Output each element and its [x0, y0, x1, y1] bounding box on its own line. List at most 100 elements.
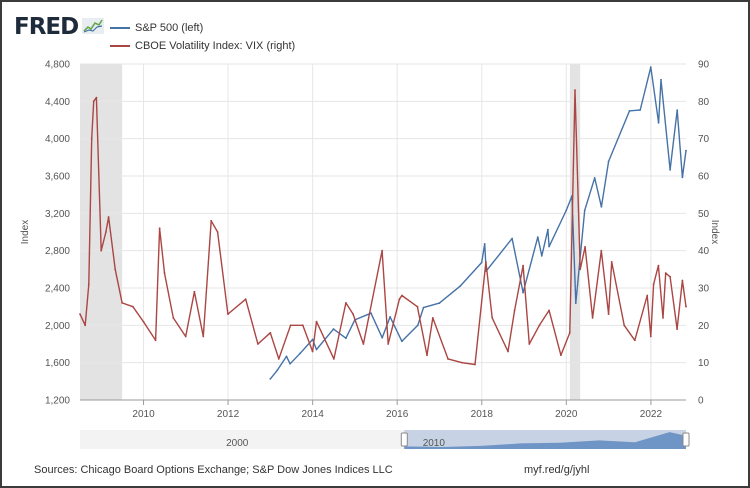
data-point-sp500-1 [276, 369, 279, 372]
data-point-sp500-27 [565, 209, 568, 212]
data-point-sp500-41 [681, 176, 684, 179]
data-point-vix-48 [513, 309, 516, 312]
data-point-vix-38 [401, 294, 403, 297]
fred-chart-logo-icon [82, 18, 104, 34]
data-point-vix-51 [538, 324, 541, 327]
data-point-vix-50 [528, 343, 531, 345]
x-tick-label: 2010 [132, 409, 155, 420]
right-tick-label: 30 [698, 284, 710, 295]
data-point-sp500-12 [389, 316, 392, 318]
data-point-sp500-14 [416, 324, 419, 327]
data-point-sp500-26 [548, 245, 550, 248]
data-point-vix-23 [244, 298, 247, 301]
data-point-sp500-2 [285, 355, 288, 358]
data-point-sp500-23 [536, 236, 539, 239]
data-point-sp500-29 [574, 302, 577, 305]
data-point-vix-59 [600, 249, 603, 252]
data-point-vix-36 [387, 343, 390, 345]
data-point-vix-1 [84, 324, 87, 327]
data-point-vix-35 [381, 249, 384, 252]
data-point-sp500-22 [522, 291, 525, 294]
navigator-handle-left[interactable] [400, 432, 408, 447]
data-point-vix-29 [311, 350, 314, 353]
right-tick-label: 70 [698, 134, 710, 145]
data-point-vix-9 [114, 268, 117, 271]
data-point-vix-43 [461, 361, 464, 364]
data-point-sp500-33 [607, 160, 610, 163]
data-point-vix-4 [92, 100, 95, 103]
right-tick-label: 40 [698, 246, 710, 257]
data-point-sp500-21 [511, 237, 514, 240]
data-point-vix-20 [210, 219, 213, 222]
x-tick-label: 2014 [302, 409, 325, 420]
left-tick-label: 2,000 [45, 321, 70, 332]
legend-swatch-sp500 [110, 27, 130, 29]
legend-label-vix: CBOE Volatility Index: VIX (right) [135, 40, 296, 52]
navigator-tick-label: 2000 [226, 438, 249, 449]
data-point-vix-18 [193, 290, 196, 293]
data-point-vix-42 [447, 358, 449, 360]
data-point-vix-58 [591, 316, 594, 319]
data-point-vix-66 [652, 283, 655, 286]
data-point-vix-64 [646, 294, 649, 297]
data-point-vix-14 [158, 227, 161, 230]
data-point-sp500-7 [332, 328, 335, 330]
legend-label-sp500: S&P 500 (left) [135, 22, 204, 34]
right-axis-title: Index [709, 220, 720, 244]
navigator-series-area [404, 432, 686, 449]
left-tick-label: 2,800 [45, 246, 70, 257]
data-point-vix-60 [607, 313, 610, 316]
data-point-vix-54 [568, 331, 571, 334]
data-point-vix-72 [681, 279, 684, 282]
data-point-vix-34 [362, 343, 365, 345]
data-point-sp500-32 [600, 205, 603, 208]
data-point-sp500-31 [593, 176, 596, 179]
data-point-vix-21 [216, 231, 219, 233]
left-tick-label: 2,400 [45, 284, 70, 295]
series-group [79, 66, 687, 380]
data-point-vix-8 [107, 216, 110, 218]
data-point-vix-39 [416, 305, 419, 308]
data-point-vix-53 [559, 354, 562, 357]
x-tick-label: 2022 [640, 409, 663, 420]
data-point-vix-6 [100, 249, 103, 252]
data-point-vix-26 [277, 358, 280, 360]
x-tick-label: 2016 [386, 409, 409, 420]
data-point-sp500-6 [315, 348, 318, 351]
data-point-sp500-8 [344, 337, 347, 340]
data-point-vix-71 [676, 328, 678, 330]
right-tick-label: 50 [698, 209, 710, 220]
left-axis-title: Index [20, 220, 31, 244]
left-tick-label: 1,600 [45, 358, 70, 369]
data-point-vix-62 [623, 324, 626, 327]
data-point-vix-46 [491, 316, 494, 319]
legend-item-sp500[interactable]: S&P 500 (left) [110, 19, 295, 37]
share-link[interactable]: myf.red/g/jyhl [524, 464, 590, 476]
right-tick-label: 90 [698, 60, 710, 71]
grid-lines-group [80, 63, 686, 401]
data-point-vix-37 [398, 298, 401, 301]
navigator-handle-right[interactable] [682, 432, 690, 447]
data-point-vix-3 [90, 137, 93, 140]
data-point-sp500-36 [649, 66, 652, 69]
data-point-vix-49 [522, 264, 525, 267]
data-point-vix-32 [344, 302, 347, 304]
data-point-vix-56 [579, 268, 582, 271]
data-point-vix-61 [610, 260, 613, 263]
right-tick-label: 20 [698, 321, 710, 332]
legend-item-vix[interactable]: CBOE Volatility Index: VIX (right) [110, 37, 295, 55]
data-point-vix-13 [154, 339, 157, 342]
x-tick-label: 2018 [471, 409, 494, 420]
data-point-vix-69 [664, 272, 667, 274]
right-tick-label: 10 [698, 358, 710, 369]
data-point-vix-15 [163, 272, 166, 274]
data-point-vix-28 [301, 324, 304, 327]
data-point-vix-63 [633, 339, 636, 342]
data-point-vix-27 [289, 324, 292, 327]
left-tick-label: 3,600 [45, 172, 70, 183]
data-point-vix-31 [332, 358, 335, 360]
data-point-vix-44 [474, 363, 476, 366]
left-tick-label: 4,000 [45, 134, 70, 145]
